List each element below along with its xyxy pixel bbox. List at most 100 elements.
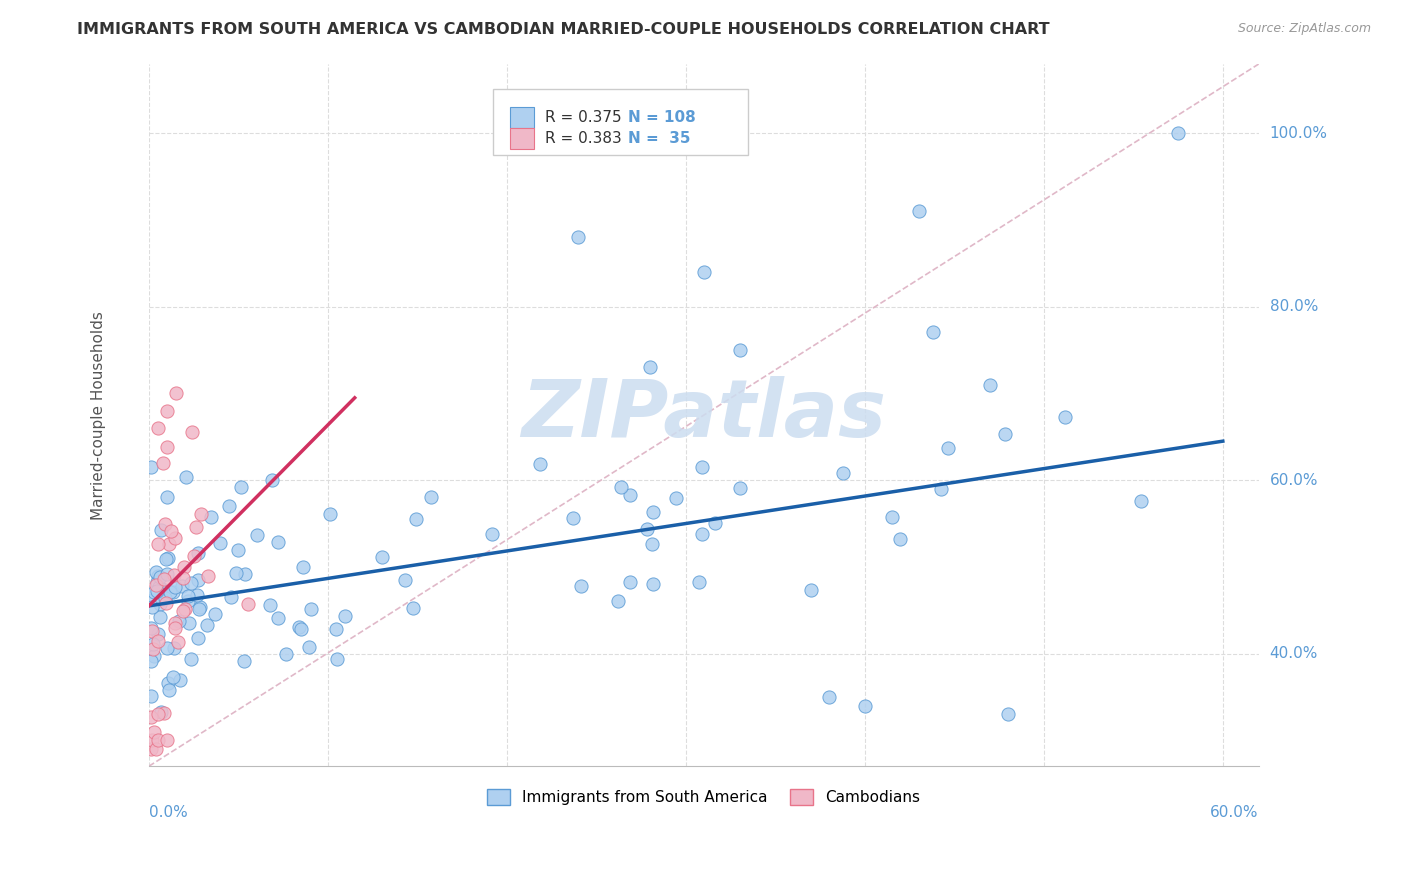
Point [180,575,202,590]
Point [188,600,211,615]
Text: N = 108: N = 108 [628,110,696,125]
Point [569,579,592,593]
Point [231,479,253,493]
FancyBboxPatch shape [494,88,748,155]
Text: 60.0%: 60.0% [1270,473,1319,488]
Point [148,580,170,594]
Point [267,534,290,549]
Point [394,574,416,588]
Point [159,585,181,599]
Point [641,536,664,550]
Point [149,570,172,584]
Point [167,635,190,649]
Point [167,614,190,628]
Point [703,516,725,531]
Point [149,597,172,611]
Point [141,689,163,703]
Point [606,594,628,608]
Point [162,585,184,599]
Point [567,230,589,244]
Point [150,582,173,597]
Point [190,508,212,522]
Legend: Immigrants from South America, Cambodians: Immigrants from South America, Cambodian… [481,783,927,811]
Point [149,610,172,624]
Point [155,596,177,610]
Point [208,536,231,550]
Point [929,482,952,496]
Point [188,602,211,616]
Text: 40.0%: 40.0% [1270,646,1317,661]
Point [153,706,176,721]
Point [156,641,179,656]
Point [529,457,551,471]
Point [994,427,1017,442]
Point [162,670,184,684]
Point [641,505,664,519]
Point [225,566,247,580]
Point [1053,410,1076,425]
Point [186,588,208,602]
Point [143,724,166,739]
Point [262,473,284,487]
Point [165,580,187,594]
Point [165,386,187,401]
Point [889,532,911,546]
Point [146,707,169,722]
Point [141,459,163,474]
Point [204,607,226,622]
Point [195,618,218,632]
Point [163,616,186,631]
Point [641,576,664,591]
Point [156,490,179,504]
Point [619,488,641,502]
Point [139,710,162,724]
Point [979,377,1001,392]
Point [153,573,176,587]
Point [259,599,281,613]
Point [610,480,633,494]
Point [145,565,167,579]
FancyBboxPatch shape [509,107,534,128]
Point [638,360,661,375]
Point [936,441,959,455]
Point [880,510,903,524]
Point [688,574,710,589]
Point [142,636,165,650]
Point [155,566,177,581]
Point [145,742,167,756]
FancyBboxPatch shape [509,128,534,149]
Point [173,602,195,616]
Point [221,591,243,605]
Point [690,526,713,541]
Point [141,593,163,607]
Point [297,640,319,655]
Point [419,491,441,505]
Text: Married-couple Households: Married-couple Households [91,310,107,519]
Point [665,491,688,506]
Point [1167,127,1189,141]
Point [853,698,876,713]
Point [186,520,208,534]
Point [370,550,392,565]
Point [143,649,166,664]
Point [157,551,180,566]
Text: R = 0.383: R = 0.383 [546,131,621,146]
Point [922,326,945,340]
Point [246,527,269,541]
Point [333,609,356,624]
Point [141,733,163,747]
Point [187,545,209,559]
Point [232,654,254,668]
Point [326,652,349,666]
Point [233,567,256,582]
Point [402,600,425,615]
Text: Source: ZipAtlas.com: Source: ZipAtlas.com [1237,22,1371,36]
Point [149,705,172,719]
Point [142,585,165,599]
Point [997,707,1019,722]
Text: R = 0.375: R = 0.375 [546,110,621,125]
Point [157,675,180,690]
Point [728,343,751,358]
Point [155,552,177,566]
Point [619,575,641,590]
